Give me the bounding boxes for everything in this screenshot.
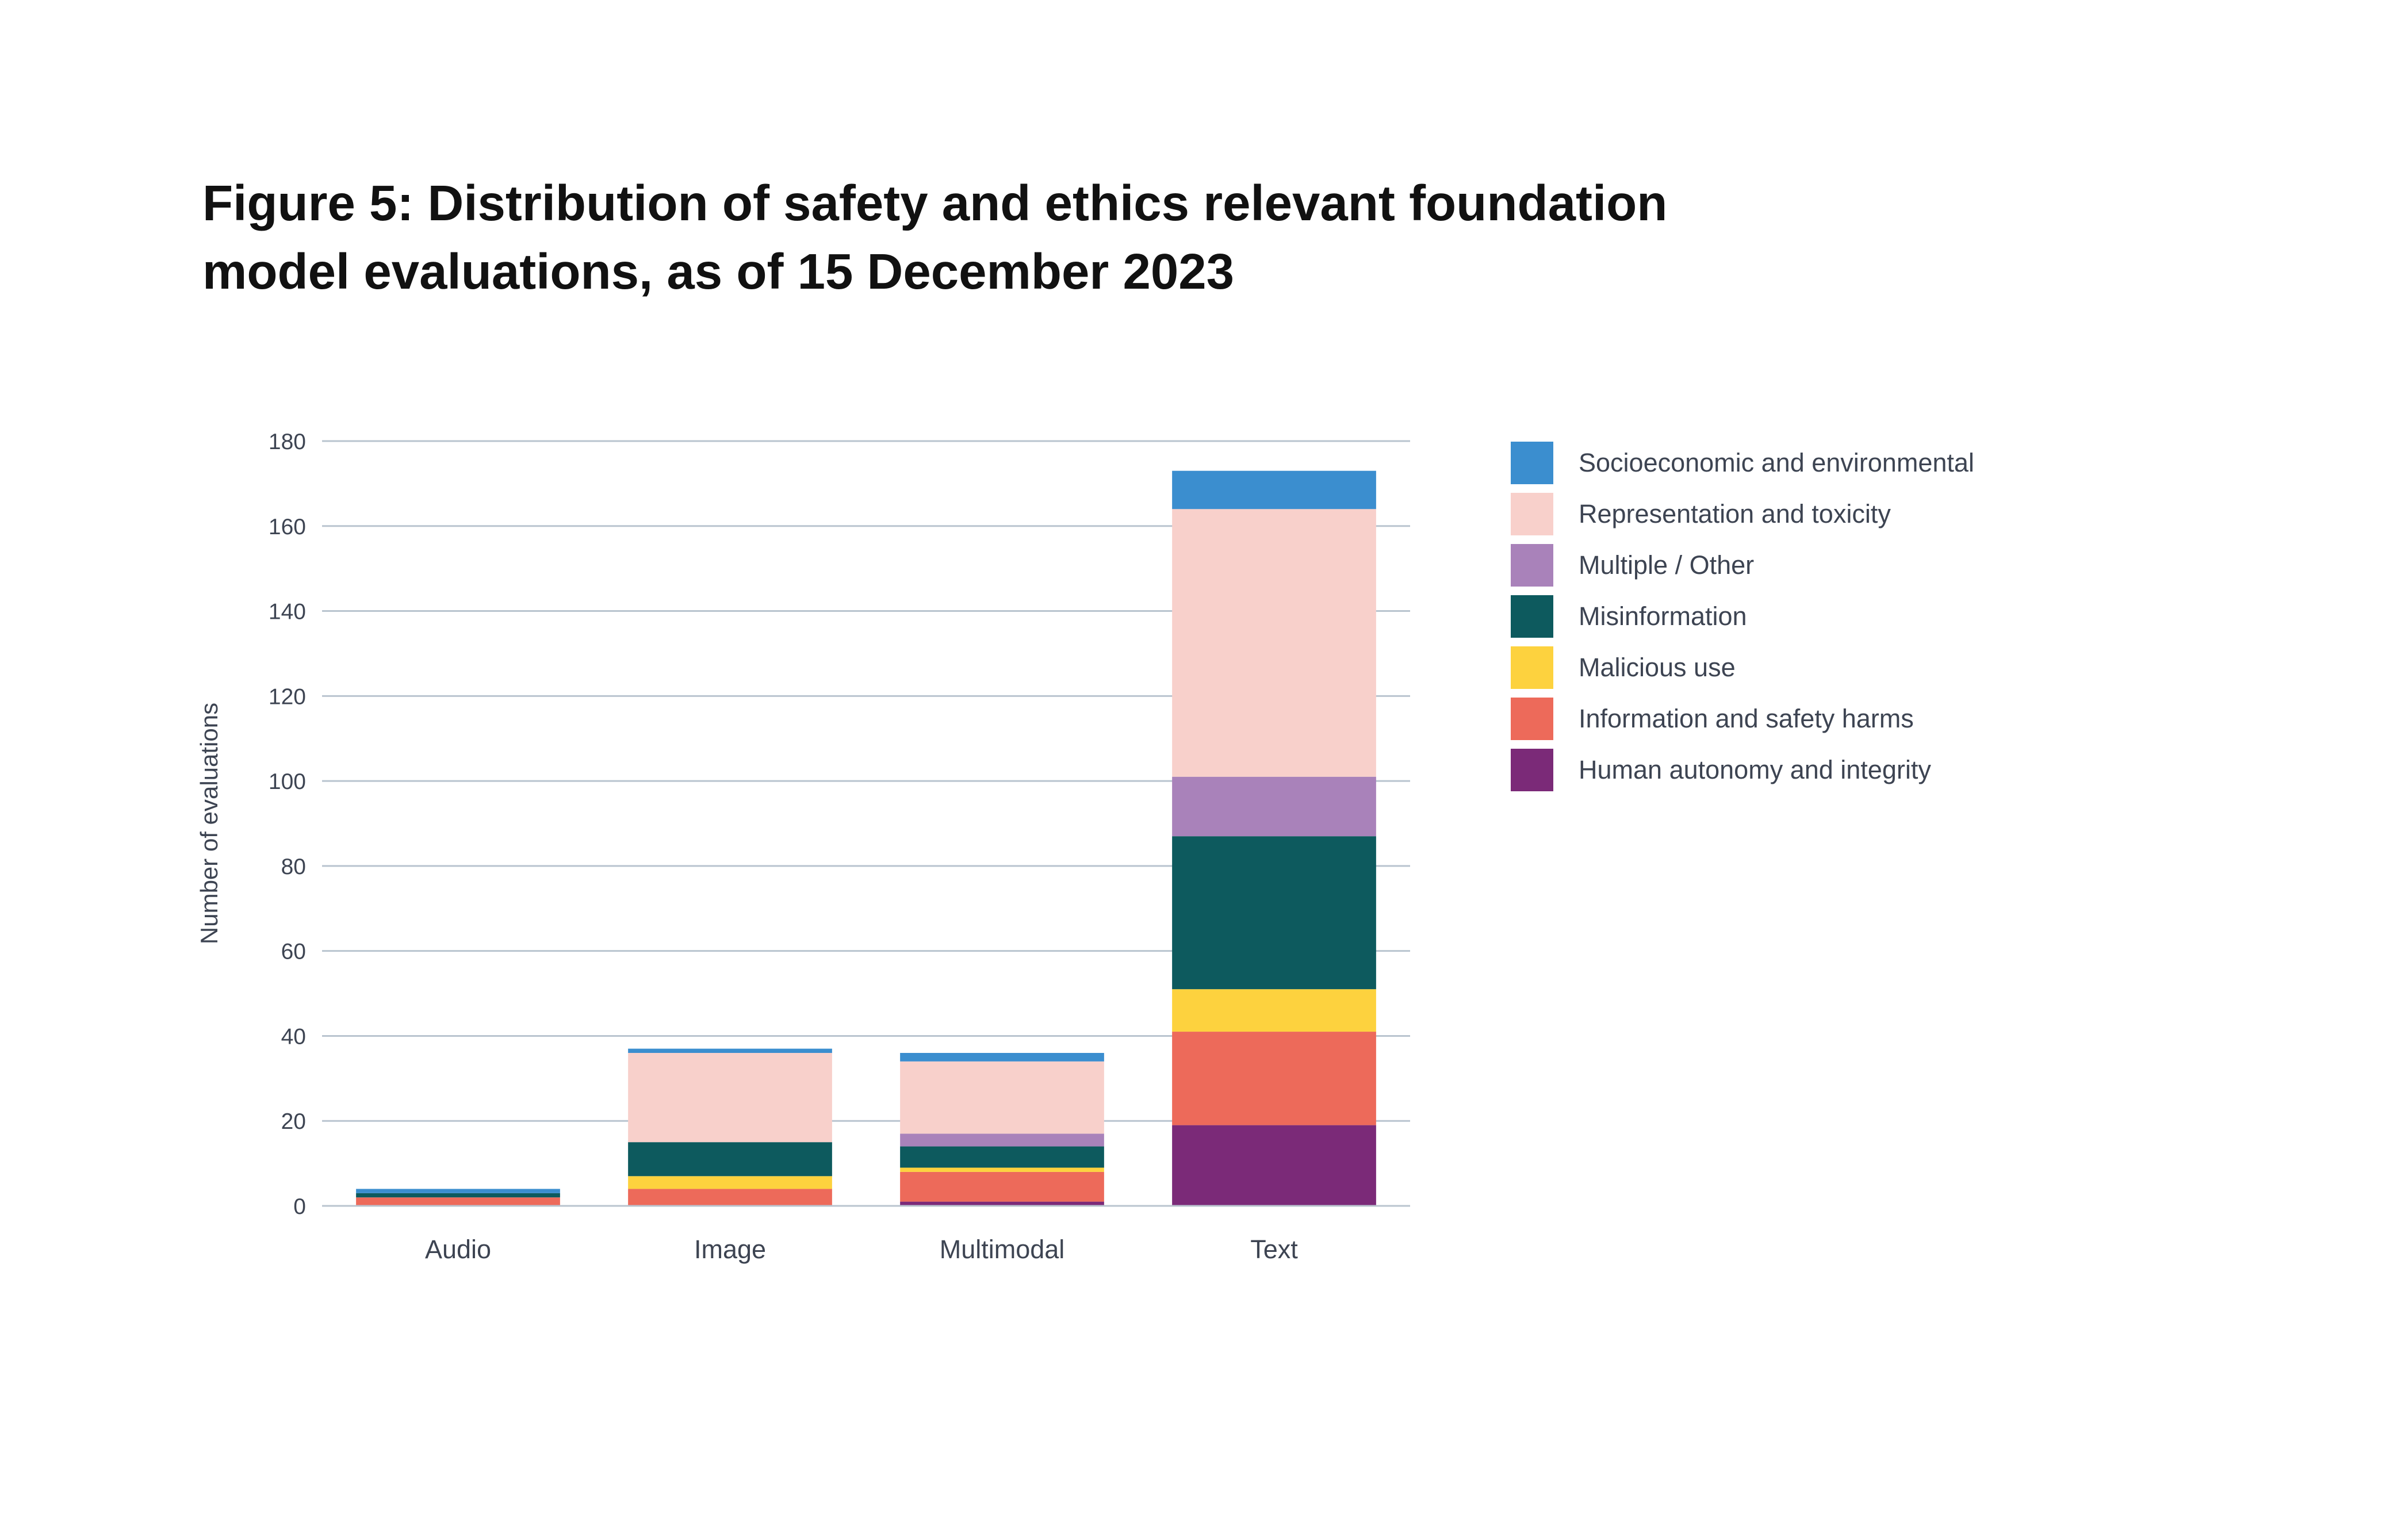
bar-text-human-autonomy-and-integrity — [1172, 1125, 1376, 1206]
bar-multimodal-information-and-safety-harms — [900, 1171, 1104, 1202]
legend-item-information-and-safety-harms: Information and safety harms — [1511, 698, 1914, 740]
bar-multimodal-representation-and-toxicity — [900, 1061, 1104, 1134]
legend-item-multiple-other: Multiple / Other — [1511, 544, 1754, 587]
bar-image-socioeconomic-and-environmental — [628, 1048, 832, 1053]
bar-text-representation-and-toxicity — [1172, 509, 1376, 777]
chart-title: Figure 5: Distribution of safety and eth… — [202, 175, 1667, 300]
bars — [356, 470, 1376, 1206]
bar-image-representation-and-toxicity — [628, 1053, 832, 1143]
bar-text-information-and-safety-harms — [1172, 1032, 1376, 1125]
legend-item-representation-and-toxicity: Representation and toxicity — [1511, 493, 1891, 535]
x-tick-label-multimodal: Multimodal — [940, 1235, 1065, 1264]
chart-title-line-2: model evaluations, as of 15 December 202… — [202, 244, 1234, 300]
y-tick-label-160: 160 — [269, 515, 306, 539]
bar-stack-multimodal — [900, 1053, 1104, 1206]
bar-text-multiple-other — [1172, 776, 1376, 837]
legend-item-socioeconomic-and-environmental: Socioeconomic and environmental — [1511, 442, 1974, 484]
legend-item-human-autonomy-and-integrity: Human autonomy and integrity — [1511, 749, 1931, 791]
bar-multimodal-multiple-other — [900, 1133, 1104, 1147]
bar-text-socioeconomic-and-environmental — [1172, 470, 1376, 509]
legend-item-misinformation: Misinformation — [1511, 595, 1747, 638]
legend-swatch-human-autonomy-and-integrity — [1511, 749, 1553, 791]
legend-swatch-misinformation — [1511, 595, 1553, 638]
y-axis-ticks: 0 20 40 60 80 100 120 140 160 180 — [269, 430, 306, 1219]
y-tick-label-80: 80 — [281, 855, 306, 879]
legend-label-representation-and-toxicity: Representation and toxicity — [1579, 499, 1891, 528]
bar-multimodal-misinformation — [900, 1146, 1104, 1168]
chart-title-line-1: Figure 5: Distribution of safety and eth… — [202, 175, 1667, 231]
y-tick-label-120: 120 — [269, 684, 306, 709]
legend-label-human-autonomy-and-integrity: Human autonomy and integrity — [1579, 755, 1931, 784]
x-tick-label-text: Text — [1250, 1235, 1298, 1264]
bar-audio-misinformation — [356, 1193, 560, 1198]
bar-image-information-and-safety-harms — [628, 1189, 832, 1206]
bar-multimodal-human-autonomy-and-integrity — [900, 1201, 1104, 1206]
legend-label-misinformation: Misinformation — [1579, 602, 1747, 631]
y-tick-label-40: 40 — [281, 1024, 306, 1049]
gridlines — [322, 440, 1410, 1122]
bar-stack-image — [628, 1048, 832, 1206]
bar-image-misinformation — [628, 1142, 832, 1177]
bar-multimodal-socioeconomic-and-environmental — [900, 1053, 1104, 1062]
y-tick-label-60: 60 — [281, 940, 306, 964]
legend-swatch-representation-and-toxicity — [1511, 493, 1553, 535]
y-tick-label-20: 20 — [281, 1109, 306, 1134]
legend-label-socioeconomic-and-environmental: Socioeconomic and environmental — [1579, 448, 1974, 477]
legend: Socioeconomic and environmental Represent… — [1511, 442, 1974, 791]
legend-swatch-information-and-safety-harms — [1511, 698, 1553, 740]
bar-text-misinformation — [1172, 836, 1376, 990]
bar-audio-information-and-safety-harms — [356, 1197, 560, 1206]
bar-multimodal-malicious-use — [900, 1167, 1104, 1172]
bar-stack-text — [1172, 470, 1376, 1206]
y-tick-label-100: 100 — [269, 769, 306, 794]
legend-item-malicious-use: Malicious use — [1511, 646, 1736, 689]
legend-label-malicious-use: Malicious use — [1579, 653, 1736, 682]
y-tick-label-180: 180 — [269, 430, 306, 454]
x-tick-label-audio: Audio — [425, 1235, 491, 1264]
bar-text-malicious-use — [1172, 989, 1376, 1032]
y-axis-title: Number of evaluations — [196, 703, 223, 944]
legend-swatch-malicious-use — [1511, 646, 1553, 689]
y-tick-label-0: 0 — [293, 1194, 306, 1219]
legend-label-multiple-other: Multiple / Other — [1579, 550, 1754, 580]
legend-label-information-and-safety-harms: Information and safety harms — [1579, 704, 1914, 733]
y-tick-label-140: 140 — [269, 600, 306, 625]
bar-image-malicious-use — [628, 1176, 832, 1189]
legend-swatch-multiple-other — [1511, 544, 1553, 587]
legend-swatch-socioeconomic-and-environmental — [1511, 442, 1553, 484]
x-axis-ticks: Audio Image Multimodal Text — [425, 1235, 1298, 1264]
bar-stack-audio — [356, 1189, 560, 1206]
x-tick-label-image: Image — [694, 1235, 766, 1264]
bar-audio-socioeconomic-and-environmental — [356, 1189, 560, 1193]
